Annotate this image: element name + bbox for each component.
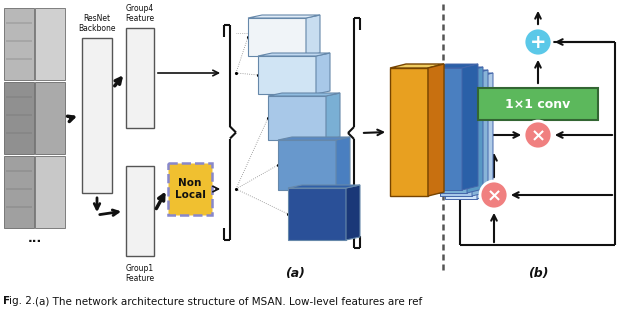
Bar <box>4 82 34 154</box>
Polygon shape <box>435 67 483 71</box>
Polygon shape <box>445 73 493 77</box>
Bar <box>82 38 112 193</box>
Bar <box>126 166 154 256</box>
Polygon shape <box>440 70 488 74</box>
Text: ×: × <box>531 127 545 145</box>
Bar <box>390 68 428 196</box>
Bar <box>168 163 212 215</box>
Text: 1×1 conv: 1×1 conv <box>506 97 571 110</box>
Bar <box>268 96 326 140</box>
Text: ...: ... <box>28 232 42 245</box>
Polygon shape <box>477 73 493 199</box>
Bar <box>445 77 477 199</box>
Polygon shape <box>467 67 483 193</box>
Text: F: F <box>3 296 10 306</box>
Text: Non
Local: Non Local <box>175 178 205 200</box>
Text: Group1
Feature: Group1 Feature <box>125 264 155 283</box>
Bar <box>430 68 462 190</box>
Circle shape <box>480 181 508 209</box>
Text: (a) The network architecture structure of MSAN. Low-level features are ref: (a) The network architecture structure o… <box>35 296 422 306</box>
Bar <box>478 88 598 120</box>
Text: +: + <box>530 33 547 52</box>
Bar <box>4 156 34 228</box>
Polygon shape <box>278 137 350 140</box>
Bar <box>4 8 34 80</box>
Polygon shape <box>258 53 330 56</box>
Polygon shape <box>462 64 478 190</box>
Bar <box>278 140 336 190</box>
Bar <box>35 156 65 228</box>
Polygon shape <box>306 15 320 56</box>
Polygon shape <box>288 185 360 188</box>
Circle shape <box>524 121 552 149</box>
Bar <box>440 74 472 196</box>
Bar <box>258 56 316 94</box>
Bar <box>435 71 467 193</box>
Circle shape <box>524 28 552 56</box>
Polygon shape <box>336 137 350 190</box>
Text: (b): (b) <box>528 267 548 280</box>
Bar <box>248 18 306 56</box>
Polygon shape <box>390 64 444 68</box>
Text: ×: × <box>486 187 502 205</box>
Bar <box>126 28 154 128</box>
Text: (a): (a) <box>285 267 305 280</box>
Text: ig. 2.: ig. 2. <box>9 296 35 306</box>
Polygon shape <box>346 185 360 240</box>
Bar <box>35 82 65 154</box>
Bar <box>35 8 65 80</box>
Polygon shape <box>316 53 330 94</box>
Polygon shape <box>430 64 478 68</box>
Polygon shape <box>472 70 488 196</box>
Polygon shape <box>326 93 340 140</box>
Text: Group4
Feature: Group4 Feature <box>125 4 155 23</box>
Polygon shape <box>248 15 320 18</box>
Bar <box>288 188 346 240</box>
Polygon shape <box>428 64 444 196</box>
Polygon shape <box>268 93 340 96</box>
Text: ResNet
Backbone: ResNet Backbone <box>78 14 116 33</box>
